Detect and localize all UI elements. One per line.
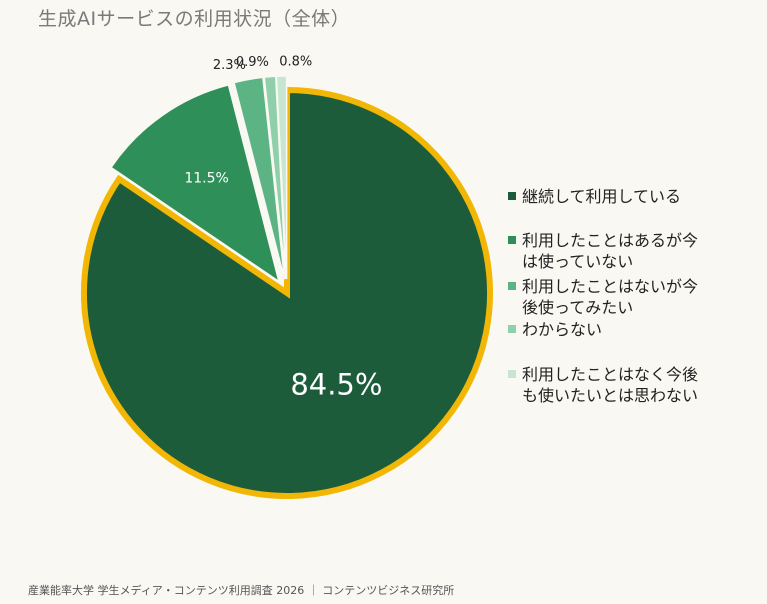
legend-swatch-dont-know xyxy=(508,325,516,333)
pie-slice-1 xyxy=(110,84,281,284)
pie-slice-label-2: 2.3% xyxy=(213,58,246,73)
pie-slice-label-1: 11.5% xyxy=(184,171,228,187)
chart-title: 生成AIサービスの利用状況（全体） xyxy=(38,8,351,30)
legend-item-want-to-try: 利用したことはないが今 後使ってみたい xyxy=(508,276,698,318)
pie-chart: 84.5% 11.5% 2.3%0.9% 0.8% xyxy=(81,55,493,499)
legend-item-never: 利用したことはなく今後 も使いたいとは思わない xyxy=(508,364,698,406)
legend-label-want-to-try: 利用したことはないが今 後使ってみたい xyxy=(522,277,699,317)
pie-slice-2 xyxy=(233,76,286,280)
pie-slice-3 xyxy=(263,75,287,280)
legend-swatch-used-before xyxy=(508,236,516,244)
legend-label-dont-know: わからない xyxy=(522,320,603,339)
pie-slice-label-0: 84.5% xyxy=(290,367,382,401)
pie-slice-label-3: 0.9% xyxy=(236,55,269,70)
legend-label-used-before: 利用したことはあるが今 は使っていない xyxy=(522,231,699,271)
legend-item-used-before: 利用したことはあるが今 は使っていない xyxy=(508,230,698,272)
legend-label-continuing: 継続して利用している xyxy=(522,187,682,206)
legend-swatch-want-to-try xyxy=(508,282,516,290)
legend-label-never: 利用したことはなく今後 も使いたいとは思わない xyxy=(522,365,699,405)
pie-slice-4 xyxy=(275,75,288,280)
pie-slice-0 xyxy=(81,86,493,499)
legend-swatch-continuing xyxy=(508,192,516,200)
pie-slice-label-4: 0.8% xyxy=(279,55,312,70)
footer-credit: 産業能率大学 学生メディア・コンテンツ利用調査 2026 ｜ コンテンツビジネス… xyxy=(28,584,455,597)
legend-item-dont-know: わからない xyxy=(508,319,602,340)
legend-item-continuing: 継続して利用している xyxy=(508,186,681,207)
legend-swatch-never xyxy=(508,370,516,378)
